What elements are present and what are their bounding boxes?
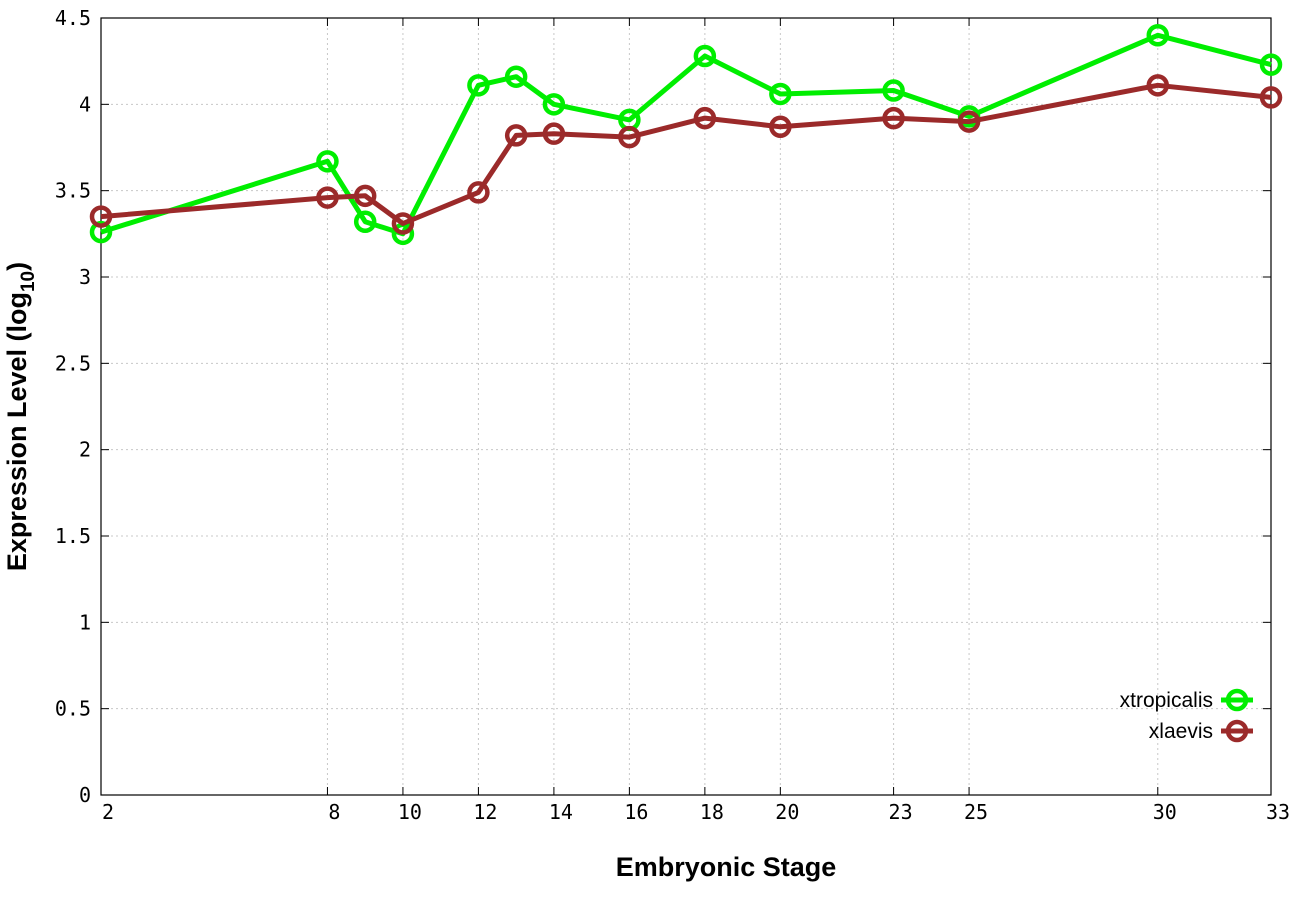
y-axis-title-main: Expression Level (log [2,292,32,571]
data-point [1146,74,1170,97]
data-point [618,125,641,149]
data-point [504,124,528,147]
y-axis-title: Expression Level (log10) [2,262,39,571]
x-axis-title: Embryonic Stage [616,852,837,882]
y-tick-label: 4 [79,92,91,116]
x-tick-label: 30 [1153,800,1177,824]
data-point [1259,86,1283,109]
data-point [353,210,377,233]
series-xtropicalis [89,24,1283,246]
x-tick-label: 20 [775,800,799,824]
y-tick-label: 1 [79,610,91,634]
legend: xtropicalis xlaevis [1120,688,1253,743]
data-point [467,181,490,204]
x-tick-label: 10 [398,800,422,824]
series-layer [89,24,1283,246]
data-point [1259,53,1283,76]
plot-frame [100,17,1272,796]
data-point [769,115,792,139]
y-tick-label: 2 [79,438,91,462]
x-tick-label: 8 [328,800,340,824]
x-tick-label: 25 [964,800,988,824]
x-tick-label: 14 [549,800,573,824]
data-point [1146,24,1170,47]
y-tick-label: 0.5 [55,697,91,721]
y-tick-label: 1.5 [55,524,91,548]
data-point [882,79,905,102]
y-axis-title-close: ) [2,262,32,271]
data-point [353,184,377,208]
y-axis-title-subscript: 10 [18,271,39,292]
grid-lines [101,18,1271,795]
y-tick-label: 2.5 [55,351,91,375]
data-point [957,110,981,133]
data-point [882,106,905,130]
y-tick-label: 0 [79,783,91,807]
data-point [504,65,528,88]
series-line [100,82,1272,226]
data-point [316,186,339,209]
data-point [391,212,415,235]
y-tick-label: 3.5 [55,179,91,203]
legend-item-xlaevis: xlaevis [1149,719,1253,743]
x-tick-label: 12 [473,800,497,824]
data-point [316,150,339,173]
series-xlaevis [89,74,1283,235]
legend-marker [1225,719,1249,743]
series-line [100,32,1272,237]
data-point [542,122,566,145]
x-tick-label: 23 [889,800,913,824]
data-point [693,44,717,68]
data-point [693,106,717,130]
data-point [89,220,113,244]
legend-label: xlaevis [1149,720,1213,743]
x-tick-label: 33 [1266,800,1290,824]
axis-ticks: 0 0.5 1 1.5 2 2.5 3 3.5 4 4.5 2 8 10 12 14 16 18 20 23 25 30… [55,6,1290,824]
data-point [89,205,113,228]
x-tick-label: 2 [102,800,114,824]
y-tick-label: 3 [79,265,91,289]
y-tick-label: 4.5 [55,6,91,30]
data-point [542,93,566,116]
data-point [467,74,490,97]
data-point [769,82,792,106]
legend-marker [1225,688,1249,712]
legend-item-xtropicalis: xtropicalis [1120,688,1253,712]
legend-label: xtropicalis [1120,689,1213,712]
x-tick-label: 16 [624,800,648,824]
x-tick-label: 18 [700,800,724,824]
